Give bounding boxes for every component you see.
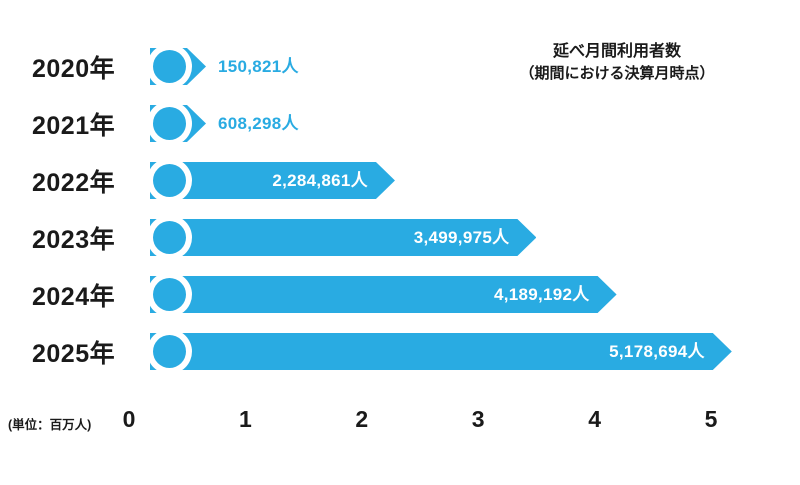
year-label: 2022年: [32, 168, 116, 197]
chart-row: 2021年 608,298人: [0, 95, 800, 152]
chart-subtitle: （期間における決算月時点）: [519, 65, 715, 83]
x-axis-tick: 1: [238, 406, 252, 432]
bar: [150, 219, 536, 256]
x-axis-tick: 4: [588, 406, 601, 432]
chart-title: 延べ月間利用者数: [552, 43, 681, 60]
value-label: 2,284,861人: [272, 171, 368, 190]
year-label: 2025年: [32, 339, 116, 368]
bar-start-circle-icon: [147, 101, 192, 146]
year-label: 2024年: [32, 282, 116, 311]
bar-start-circle-icon: [147, 215, 192, 260]
value-label: 5,178,694人: [609, 342, 705, 361]
bar-start-circle-inner: [153, 278, 186, 311]
value-label: 3,499,975人: [413, 228, 510, 247]
bar-start-circle-icon: [147, 329, 192, 374]
chart-row: 2025年 5,178,694人: [0, 323, 800, 380]
x-axis-tick: 5: [704, 406, 718, 432]
value-label: 608,298人: [218, 114, 299, 133]
chart-row: 2022年 2,284,861人: [0, 152, 800, 209]
bar-start-circle-icon: [147, 158, 192, 203]
year-label: 2023年: [32, 225, 116, 254]
year-label: 2020年: [32, 54, 116, 83]
unit-label: (単位：百万人): [8, 418, 92, 432]
chart-row: 2020年 150,821人: [0, 38, 800, 95]
bar-start-circle-inner: [153, 107, 186, 140]
chart-row: 2024年 4,189,192人: [0, 266, 800, 323]
bar-start-circle-inner: [153, 335, 186, 368]
bar-start-circle-inner: [153, 50, 186, 83]
year-label: 2021年: [32, 111, 116, 140]
x-axis-tick: 0: [122, 406, 136, 432]
x-axis-tick: 3: [471, 406, 485, 432]
x-axis-tick: 2: [355, 406, 369, 432]
value-label: 4,189,192人: [493, 285, 590, 304]
bar: [150, 276, 617, 313]
bar-start-circle-icon: [147, 44, 192, 89]
bar: [150, 333, 732, 370]
bar-start-circle-inner: [153, 221, 186, 254]
bar-start-circle-icon: [147, 272, 192, 317]
chart-rows: 2020年 150,821人 2021年 608,298人 2022年 2,284,861…: [0, 38, 800, 380]
chart-row: 2023年 3,499,975人: [0, 209, 800, 266]
bar-start-circle-inner: [153, 164, 186, 197]
x-axis: (単位：百万人) 0 1 2 3 4 5: [0, 400, 800, 445]
value-label: 150,821人: [218, 57, 299, 76]
chart-title-block: 延べ月間利用者数 （期間における決算月時点）: [452, 40, 782, 85]
